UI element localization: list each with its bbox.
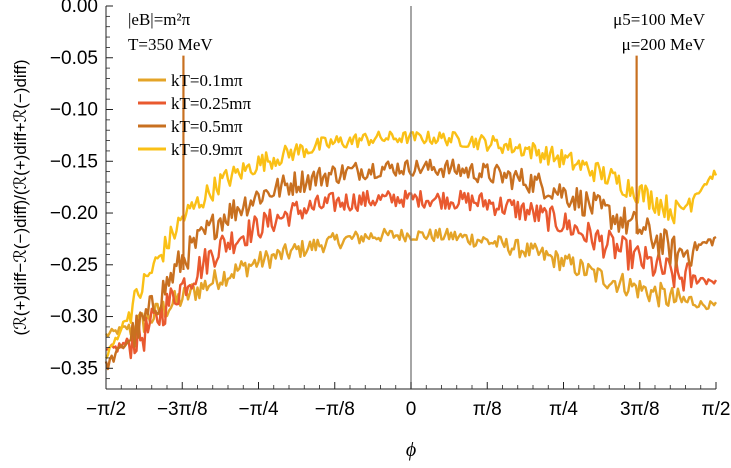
x-tick-label-7: 3π/8	[620, 399, 660, 420]
x-tick-label-0: −π/2	[86, 399, 126, 420]
x-tick-label-3: −π/8	[315, 399, 355, 420]
x-tick-label-6: π/4	[549, 399, 578, 420]
x-tick-label-1: −3π/8	[157, 399, 208, 420]
legend-label-2: kT=0.25mπ	[171, 94, 251, 113]
axis-layer	[105, 5, 717, 390]
annotation-eb: |eB|=m²π	[128, 10, 191, 29]
y-tick-label-3: −0.15	[50, 151, 98, 172]
x-axis-title: ϕ	[406, 439, 416, 461]
legend: kT=0.1mπ kT=0.25mπ kT=0.5mπ kT=0.9mπ	[138, 71, 251, 159]
legend-label-1: kT=0.1mπ	[171, 71, 243, 90]
y-tick-label-7: −0.35	[50, 358, 98, 379]
text-layer: 0.00 −0.05 −0.10 −0.15 −0.20 −0.25 −0.30 −0.35 −…	[11, 0, 730, 461]
annotation-mu5: μ5=100 MeV	[613, 10, 706, 29]
x-tick-label-8: π/2	[702, 399, 731, 420]
y-tick-label-6: −0.30	[50, 307, 98, 328]
y-tick-label-0: 0.00	[61, 0, 98, 17]
y-tick-label-4: −0.20	[50, 203, 98, 224]
legend-label-3: kT=0.5mπ	[171, 117, 243, 136]
annotation-mu: μ=200 MeV	[622, 35, 706, 54]
y-tick-label-5: −0.25	[50, 255, 98, 276]
x-tick-label-2: −π/4	[238, 399, 278, 420]
y-tick-label-2: −0.10	[50, 100, 98, 121]
x-tick-label-5: π/8	[473, 399, 502, 420]
y-axis-title: (ℛ(+)diff−ℛ(−)diff)/(ℛ(+)diff+ℛ(−)diff)	[11, 60, 30, 336]
y-tick-label-1: −0.05	[50, 48, 98, 69]
x-tick-label-4: 0	[406, 399, 417, 420]
legend-label-4: kT=0.9mπ	[171, 140, 243, 159]
annotation-temperature: T=350 MeV	[128, 35, 213, 54]
